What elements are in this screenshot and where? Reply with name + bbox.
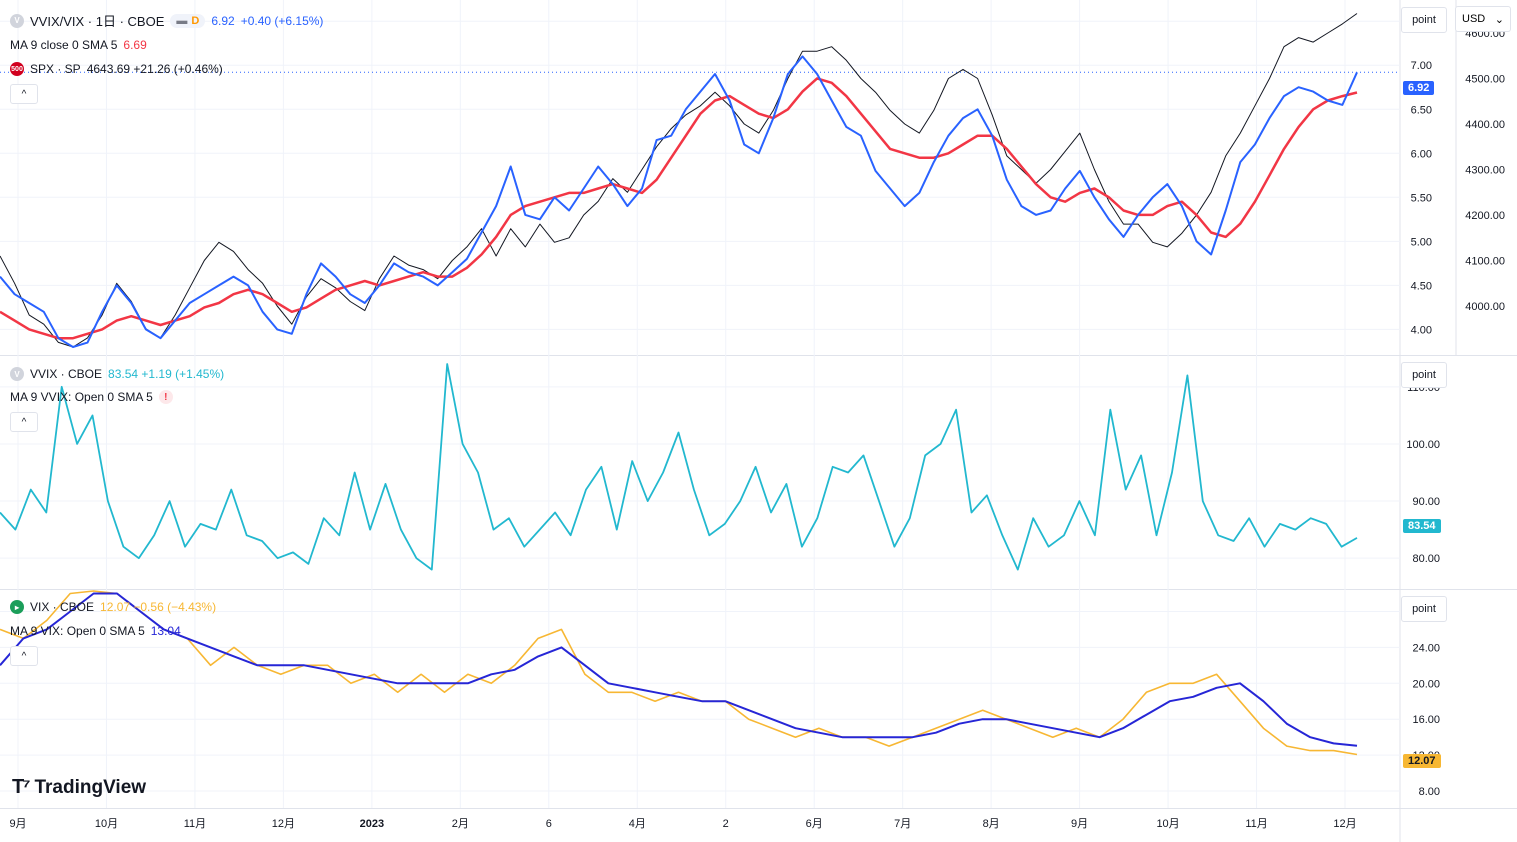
ratio-line <box>0 55 1358 348</box>
pane1-symbol[interactable]: VVIX/VIX · 1日 · CBOE <box>30 14 165 29</box>
tradingview-mark-icon: T⁷ <box>12 776 31 798</box>
pane1-price-tag: 6.92 <box>1403 81 1435 95</box>
ratio-axis-tick: 5.50 <box>1411 192 1432 204</box>
spx-axis-tick: 4100.00 <box>1465 256 1505 268</box>
pane2-legend-main: V VVIX · CBOE 83.54 +1.19 (+1.45%) <box>10 367 224 381</box>
pane3-ma-legend: MA 9 VIX: Open 0 SMA 5 13.04 <box>10 624 181 638</box>
pane1-ma-label[interactable]: MA 9 close 0 SMA 5 <box>10 38 118 52</box>
vvix-axis-tick: 80.00 <box>1412 553 1440 565</box>
time-axis-label: 10月 <box>95 818 118 830</box>
vvix-axis-tick: 90.00 <box>1412 496 1440 508</box>
vvix-axis-tick: 100.00 <box>1406 439 1440 451</box>
pane1-ma-legend: MA 9 close 0 SMA 5 6.69 <box>10 38 147 52</box>
pane3-scale-button[interactable]: point <box>1401 596 1447 622</box>
time-axis-label: 11月 <box>1245 818 1267 830</box>
ratio-axis-tick: 6.00 <box>1411 148 1432 160</box>
brand-name: TradingView <box>34 776 147 798</box>
pane2-scale-button[interactable]: point <box>1401 362 1447 388</box>
pane3-collapse-button[interactable]: ^ <box>10 646 38 666</box>
pane3-legend-main: ▸ VIX · CBOE 12.07 −0.56 (−4.43%) <box>10 600 216 614</box>
ratio-axis-tick: 4.50 <box>1411 280 1432 292</box>
spx-value: 4643.69 +21.26 (+0.46%) <box>86 62 223 76</box>
pane3-ma-label[interactable]: MA 9 VIX: Open 0 SMA 5 <box>10 624 145 638</box>
time-axis-label: 11月 <box>184 818 206 830</box>
time-axis-label: 7月 <box>894 818 911 830</box>
vix-line <box>0 590 1358 756</box>
spx-axis-tick: 4200.00 <box>1465 210 1505 222</box>
ratio-axis-tick: 5.00 <box>1411 236 1432 248</box>
vix-ma-line <box>0 592 1358 747</box>
ratio-axis-tick: 4.00 <box>1411 324 1432 336</box>
minus-icon: ▬ <box>176 14 188 27</box>
chevron-down-icon: ⌄ <box>1494 13 1504 26</box>
time-axis-label: 9月 <box>1071 818 1088 830</box>
pane1-spx-legend: 500 SPX · SP 4643.69 +21.26 (+0.46%) <box>10 62 223 76</box>
time-axis-label: 12月 <box>272 818 295 830</box>
series-lines <box>0 13 1358 756</box>
time-axis-label: 2 <box>723 818 729 830</box>
spx-label[interactable]: SPX · SP <box>30 62 81 76</box>
pane1-ma-value: 6.69 <box>123 38 147 52</box>
vix-axis-tick: 16.00 <box>1412 714 1440 726</box>
time-axis-label: 9月 <box>9 818 26 830</box>
axis-labels: 9月 10月 11月 12月 2023 2月 6 4月 2 6月 7月 8月 9月 10月 11月 12月 4.… <box>9 16 1505 830</box>
vix-symbol-icon: ▸ <box>10 600 24 614</box>
pane1-legend-main: V VVIX/VIX · 1日 · CBOE ▬ D 6.92 +0.40 (+… <box>10 11 323 30</box>
currency-label: USD <box>1462 13 1486 25</box>
time-axis-label: 6月 <box>806 818 823 830</box>
warning-icon[interactable]: ! <box>158 390 173 404</box>
tradingview-logo[interactable]: T⁷ TradingView <box>12 776 146 799</box>
spx-axis-tick: 4500.00 <box>1465 74 1505 86</box>
pane1-scale-button[interactable]: point <box>1401 7 1447 33</box>
time-axis-label: 10月 <box>1156 818 1179 830</box>
time-axis-label: 8月 <box>983 818 1000 830</box>
vvix-line <box>0 363 1358 571</box>
ratio-axis-tick: 6.50 <box>1411 104 1432 116</box>
pane3-symbol[interactable]: VIX · CBOE <box>30 600 95 614</box>
pane2-price-tag: 83.54 <box>1403 519 1441 533</box>
ratio-axis-tick: 7.00 <box>1411 60 1432 72</box>
pane2-value: 83.54 +1.19 (+1.45%) <box>108 367 225 381</box>
pane1-last: 6.92 <box>211 13 235 28</box>
pane2-ma-label[interactable]: MA 9 VVIX: Open 0 SMA 5 <box>10 390 153 404</box>
vvix-symbol-icon: V <box>10 367 24 381</box>
vix-axis-tick: 24.00 <box>1412 642 1440 654</box>
delayed-badge: D <box>191 14 200 27</box>
pane2-ma-legend: MA 9 VVIX: Open 0 SMA 5 ! <box>10 390 173 404</box>
pane1-status-pill[interactable]: ▬ D <box>170 13 206 28</box>
pane3-price-tag: 12.07 <box>1403 754 1441 768</box>
time-axis-label: 12月 <box>1333 818 1356 830</box>
pane3-value: 12.07 −0.56 (−4.43%) <box>100 600 217 614</box>
currency-select[interactable]: USD ⌄ <box>1455 6 1511 32</box>
pane1-collapse-button[interactable]: ^ <box>10 84 38 104</box>
spx-axis-tick: 4300.00 <box>1465 165 1505 177</box>
pane3-ma-value: 13.04 <box>150 624 181 638</box>
pane2-symbol[interactable]: VVIX · CBOE <box>30 367 103 381</box>
spx-symbol-icon: 500 <box>10 62 24 76</box>
time-axis-label: 6 <box>546 818 552 830</box>
ratio-ma-line <box>0 77 1358 340</box>
spx-axis-tick: 4400.00 <box>1465 119 1505 131</box>
vvix-symbol-icon: V <box>10 13 24 28</box>
pane2-collapse-button[interactable]: ^ <box>10 412 38 432</box>
time-axis-label: 2月 <box>452 818 469 830</box>
time-axis-label: 4月 <box>629 818 646 830</box>
vix-axis-tick: 20.00 <box>1412 678 1440 690</box>
spx-axis-tick: 4000.00 <box>1465 301 1505 313</box>
pane1-change: +0.40 (+6.15%) <box>240 13 324 28</box>
vix-axis-tick: 8.00 <box>1419 786 1440 798</box>
time-axis-label: 2023 <box>360 818 384 830</box>
